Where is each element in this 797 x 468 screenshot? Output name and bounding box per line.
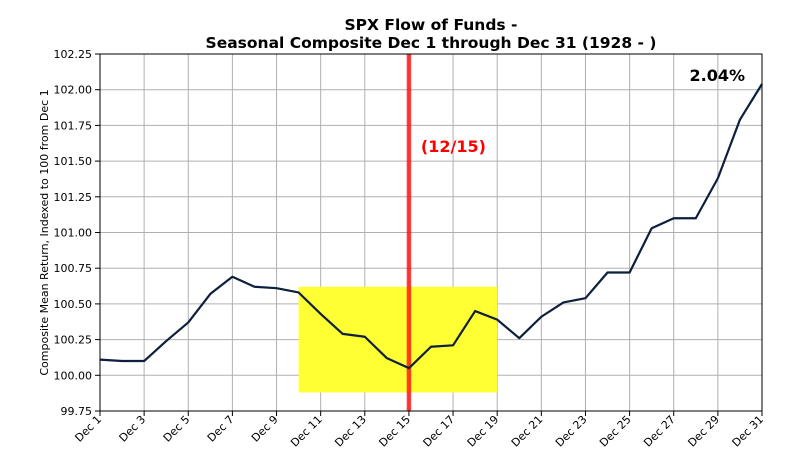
x-tick-label: Dec 3: [117, 413, 149, 445]
x-tick-label: Dec 23: [553, 413, 590, 450]
x-tick-label: Dec 17: [421, 413, 458, 450]
return-annotation: 2.04%: [689, 66, 745, 85]
x-tick-label: Dec 11: [288, 413, 325, 450]
series-line: [99, 83, 763, 370]
x-tick-label: Dec 13: [332, 413, 369, 450]
y-tick-label: 99.75: [61, 405, 93, 418]
x-tick-label: Dec 31: [730, 413, 767, 450]
x-tick-label: Dec 15: [376, 413, 413, 450]
y-tick-label: 101.75: [54, 119, 93, 132]
y-tick-label: 101.00: [54, 227, 93, 240]
x-tick-label: Dec 21: [509, 413, 546, 450]
x-tick-label: Dec 7: [205, 413, 237, 445]
x-tick-label: Dec 27: [641, 413, 678, 450]
y-tick-label: 100.25: [54, 334, 93, 347]
x-tick-label: Dec 19: [465, 413, 502, 450]
highlight-layer: [298, 286, 498, 393]
chart-subtitle: Seasonal Composite Dec 1 through Dec 31 …: [205, 34, 657, 52]
y-tick-label: 100.75: [54, 262, 93, 275]
y-tick-label: 102.00: [54, 84, 93, 97]
x-tick-label: Dec 25: [597, 413, 634, 450]
y-tick-label: 101.25: [54, 191, 93, 204]
x-tick-label: Dec 9: [249, 413, 281, 445]
chart-title-block: SPX Flow of Funds - Seasonal Composite D…: [100, 16, 762, 52]
highlight-region: [298, 286, 498, 393]
y-tick-label: 101.50: [54, 155, 93, 168]
y-axis-label: Composite Mean Return, Indexed to 100 fr…: [38, 89, 51, 375]
y-tick-label: 102.25: [54, 48, 93, 61]
marker-label: (12/15): [421, 137, 486, 156]
axes: [95, 53, 763, 416]
x-tick-label: Dec 5: [161, 413, 193, 445]
x-tick-label: Dec 29: [685, 413, 722, 450]
series-layer: [99, 83, 763, 370]
y-tick-label: 100.00: [54, 369, 93, 382]
y-tick-label: 100.50: [54, 298, 93, 311]
chart-title: SPX Flow of Funds -: [344, 16, 518, 34]
